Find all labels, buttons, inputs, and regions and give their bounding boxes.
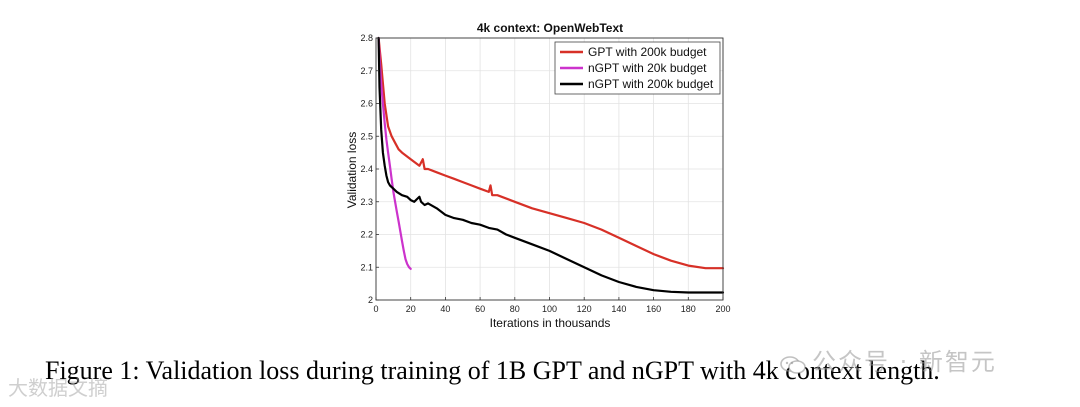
x-tick-label: 60 — [475, 304, 485, 314]
chart-title: 4k context: OpenWebText — [477, 21, 623, 35]
x-tick-label: 140 — [611, 304, 626, 314]
y-tick-label: 2.4 — [360, 164, 373, 174]
watermark-left-text: 大数据文摘 — [8, 376, 108, 400]
x-tick-label: 120 — [577, 304, 592, 314]
x-tick-label: 80 — [510, 304, 520, 314]
y-tick-label: 2 — [368, 295, 373, 305]
legend-label: GPT with 200k budget — [588, 45, 707, 59]
wechat-icon — [780, 353, 806, 374]
x-tick-label: 40 — [440, 304, 450, 314]
legend-label: nGPT with 20k budget — [588, 61, 707, 75]
legend: GPT with 200k budget nGPT with 20k budget… — [554, 41, 721, 95]
series-layer — [377, 36, 725, 294]
watermark-wechat: 公众号 · 新智元 — [780, 342, 997, 377]
legend-label: nGPT with 200k budget — [588, 77, 714, 91]
y-tick-label: 2.2 — [360, 230, 373, 240]
tick-labels: 0 20 40 60 80 100 120 140 160 180 200 2 2.1 2.2 2.3 2.4… — [360, 33, 730, 314]
x-tick-label: 100 — [542, 304, 557, 314]
chart: 4k context: OpenWebText 0 20 40 60 80 100 120 1… — [345, 21, 731, 330]
series-line-3 — [377, 36, 725, 294]
plot-frame — [375, 37, 724, 301]
watermark-left: 大数据文摘 — [8, 372, 108, 401]
watermark-right-text: 公众号 · 新智元 — [812, 348, 997, 376]
axes — [375, 37, 724, 301]
y-tick-label: 2.1 — [360, 262, 373, 272]
y-tick-label: 2.7 — [360, 66, 373, 76]
y-tick-label: 2.8 — [360, 33, 373, 43]
x-tick-label: 200 — [715, 304, 730, 314]
x-tick-label: 160 — [646, 304, 661, 314]
series-line-1 — [377, 36, 725, 270]
x-tick-label: 0 — [373, 304, 378, 314]
y-axis-label: Validation loss — [345, 132, 359, 209]
x-tick-label: 180 — [681, 304, 696, 314]
x-axis-label: Iterations in thousands — [490, 316, 611, 330]
y-tick-label: 2.3 — [360, 197, 373, 207]
y-tick-label: 2.6 — [360, 99, 373, 109]
series-line-2 — [377, 36, 412, 270]
y-tick-label: 2.5 — [360, 131, 373, 141]
x-tick-label: 20 — [406, 304, 416, 314]
